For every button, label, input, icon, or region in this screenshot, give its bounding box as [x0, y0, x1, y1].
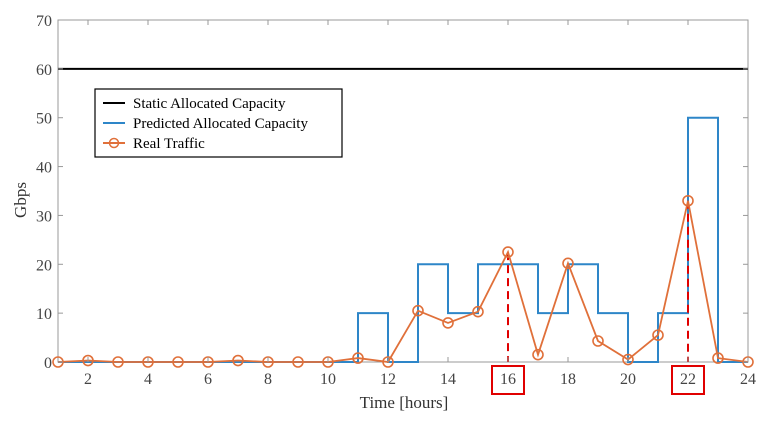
- real-traffic-point: [82, 354, 94, 367]
- real-traffic-point: [232, 354, 244, 367]
- x-tick-label: 6: [204, 371, 212, 388]
- real-traffic-point: [532, 348, 544, 361]
- x-tick-label: 16: [500, 371, 516, 388]
- x-tick-label: 4: [144, 371, 152, 388]
- y-axis-label: Gbps: [11, 182, 30, 218]
- x-tick-label: 2: [84, 371, 92, 388]
- real-traffic-point: [172, 356, 184, 368]
- x-tick-label: 8: [264, 371, 272, 388]
- legend-label-predicted: Predicted Allocated Capacity: [133, 116, 308, 132]
- y-tick-label: 70: [36, 13, 52, 30]
- x-tick-label: 14: [440, 371, 456, 388]
- real-traffic-point: [292, 356, 304, 368]
- x-tick-label: 18: [560, 371, 576, 388]
- y-tick-label: 0: [44, 355, 52, 372]
- x-axis-label: Time [hours]: [360, 393, 449, 412]
- real-traffic-point: [442, 317, 454, 329]
- y-tick-label: 40: [36, 160, 52, 177]
- x-tick-label: 22: [680, 371, 696, 388]
- y-tick-label: 50: [36, 111, 52, 128]
- y-tick-label: 30: [36, 208, 52, 225]
- highlight-box: [671, 365, 705, 395]
- plot-frame: [57, 19, 749, 363]
- real-traffic-line: [57, 200, 749, 363]
- real-traffic-point: [352, 352, 364, 364]
- real-traffic-point: [592, 335, 604, 347]
- x-tick-label: 12: [380, 371, 396, 388]
- y-tick-label: 20: [36, 257, 52, 274]
- x-tick-label: 20: [620, 371, 636, 388]
- legend-label-static: Static Allocated Capacity: [133, 96, 286, 112]
- real-traffic-point: [502, 246, 514, 258]
- real-traffic-point: [562, 257, 574, 270]
- legend-label-real: Real Traffic: [133, 136, 205, 152]
- real-traffic-point: [682, 194, 694, 207]
- real-traffic-point: [622, 353, 634, 366]
- real-traffic-point: [712, 352, 724, 364]
- real-traffic-point: [112, 356, 124, 368]
- legend-marker-real: [108, 137, 120, 149]
- x-tick-label: 10: [320, 371, 336, 388]
- x-tick-label: 24: [740, 371, 756, 388]
- y-tick-label: 10: [36, 306, 52, 323]
- highlight-box: [491, 365, 525, 395]
- real-traffic-point: [652, 329, 664, 341]
- legend: Static Allocated Capacity Predicted Allo…: [94, 88, 343, 158]
- real-traffic-point: [472, 305, 484, 318]
- real-traffic-point: [412, 304, 424, 317]
- y-tick-label: 60: [36, 62, 52, 79]
